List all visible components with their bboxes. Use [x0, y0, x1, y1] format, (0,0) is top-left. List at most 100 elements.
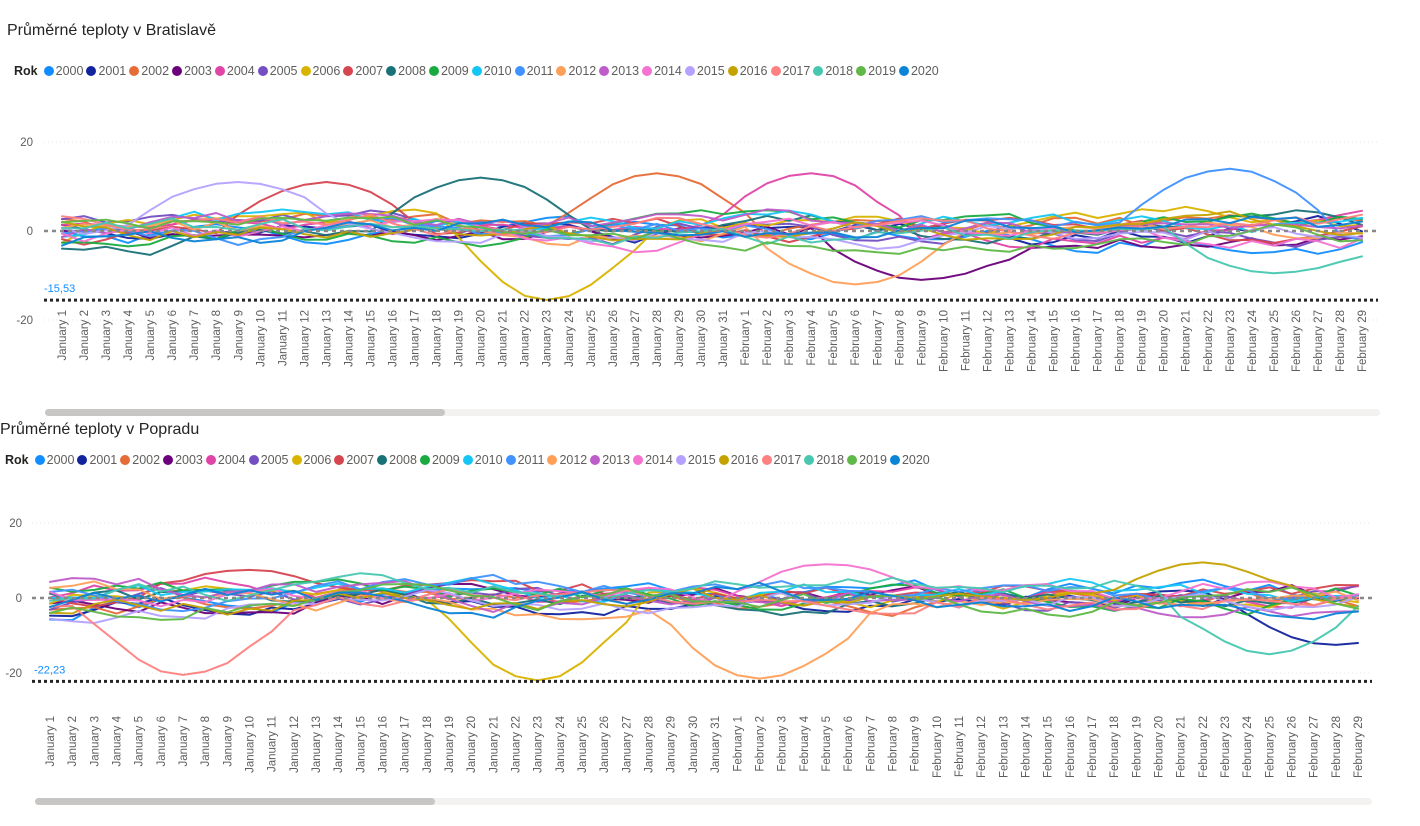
legend-swatch — [804, 455, 815, 465]
legend-item[interactable]: 2001 — [86, 64, 126, 78]
legend-label: 2019 — [859, 453, 887, 467]
legend-label: 2017 — [782, 64, 811, 78]
x-tick-label: January 15 — [355, 716, 367, 773]
legend-item[interactable]: 2020 — [889, 453, 930, 467]
legend-item[interactable]: 2002 — [120, 453, 160, 467]
series-line-2017 — [49, 587, 1359, 676]
y-tick-label: -20 — [5, 668, 22, 680]
legend-item[interactable]: 2020 — [898, 64, 939, 78]
legend-item[interactable]: 2014 — [633, 453, 673, 467]
legend-item[interactable]: 2009 — [419, 453, 460, 467]
x-tick-label: February 22 — [1203, 310, 1215, 372]
x-tick-label: February 17 — [1093, 310, 1105, 372]
legend-item[interactable]: 2007 — [334, 453, 374, 467]
legend-item[interactable]: 2006 — [300, 64, 340, 78]
legend-label: 2003 — [175, 453, 203, 467]
horizontal-scrollbar[interactable] — [45, 409, 1380, 416]
legend-item[interactable]: 2015 — [684, 64, 725, 78]
legend-item[interactable]: 2008 — [377, 453, 417, 467]
x-tick-label: January 24 — [555, 715, 567, 773]
legend-swatch — [43, 66, 54, 76]
legend-item[interactable]: 2007 — [343, 64, 383, 78]
legend-item[interactable]: 2017 — [761, 453, 801, 467]
x-tick-label: February 21 — [1181, 310, 1193, 372]
x-tick-label: January 2 — [67, 716, 79, 767]
legend-item[interactable]: 2016 — [727, 64, 768, 78]
legend-item[interactable]: 2012 — [556, 64, 596, 78]
legend-swatch — [386, 66, 397, 76]
legend-item[interactable]: 2013 — [599, 64, 639, 78]
x-tick-label: February 10 — [932, 716, 944, 778]
x-tick-label: January 23 — [533, 716, 545, 773]
x-tick-label: February 12 — [976, 716, 988, 778]
legend-item[interactable]: 2004 — [205, 453, 246, 467]
x-tick-label: January 10 — [245, 716, 257, 773]
x-tick-label: February 1 — [740, 310, 752, 366]
x-tick-label: January 10 — [255, 310, 267, 367]
legend-item[interactable]: 2003 — [163, 453, 203, 467]
x-tick-label: February 5 — [828, 310, 840, 366]
legend-item[interactable]: 2016 — [718, 453, 759, 467]
legend-item[interactable]: 2019 — [847, 453, 887, 467]
legend-item[interactable]: 2003 — [172, 64, 212, 78]
x-tick-label: February 20 — [1159, 310, 1171, 372]
y-tick-label: 0 — [16, 593, 22, 605]
legend-item[interactable]: 2001 — [77, 453, 117, 467]
legend-item[interactable]: 2012 — [547, 453, 587, 467]
x-tick-label: February 13 — [998, 716, 1010, 778]
legend-item[interactable]: 2015 — [675, 453, 716, 467]
legend-swatch — [291, 455, 302, 465]
line-plot: 20 0 -20 -15,53 January 1 January 2 January 3 J… — [16, 137, 1378, 372]
legend-item[interactable]: 2006 — [291, 453, 331, 467]
legend-label: 2010 — [474, 453, 503, 467]
legend-item[interactable]: 2002 — [129, 64, 169, 78]
x-tick-label: February 16 — [1065, 716, 1077, 778]
x-tick-label: January 4 — [123, 309, 135, 360]
legend-item[interactable]: 2019 — [856, 64, 896, 78]
legend-label: 2007 — [355, 64, 384, 78]
legend-item[interactable]: 2009 — [428, 64, 469, 78]
legend-item[interactable]: 2005 — [248, 453, 289, 467]
legend-label: 2014 — [654, 64, 682, 78]
legend-item[interactable]: 2011 — [505, 453, 544, 467]
legend-swatch — [300, 66, 311, 76]
x-tick-label: January 18 — [422, 716, 434, 773]
x-tick-label: February 15 — [1049, 310, 1061, 372]
legend: Rok 2000 2001 2002 2003 2004 2005 2006 2007 2008… — [14, 64, 942, 78]
x-tick-label: January 9 — [233, 310, 245, 361]
legend-item[interactable]: 2017 — [770, 64, 811, 78]
x-tick-label: January 4 — [112, 715, 124, 766]
x-tick-label: January 9 — [222, 716, 234, 767]
horizontal-scrollbar[interactable] — [35, 798, 1372, 805]
legend-item[interactable]: 2010 — [462, 453, 503, 467]
legend-swatch — [556, 66, 567, 76]
scrollbar-thumb[interactable] — [35, 798, 435, 805]
chart-title: Průměrné teploty v Bratislavě — [7, 22, 216, 39]
y-tick-label: -20 — [16, 315, 33, 327]
legend-swatch — [856, 66, 867, 76]
legend-swatch — [86, 66, 97, 76]
x-tick-label: January 16 — [388, 310, 400, 367]
legend-swatch — [471, 66, 482, 76]
x-tick-label: January 21 — [488, 716, 500, 773]
legend-item[interactable]: 2014 — [642, 64, 682, 78]
scrollbar-thumb[interactable] — [45, 409, 445, 416]
legend-item[interactable]: 2004 — [214, 64, 255, 78]
legend-swatch — [334, 455, 345, 465]
legend-item[interactable]: 2008 — [386, 64, 426, 78]
x-tick-label: January 5 — [145, 310, 157, 361]
legend-swatch — [214, 66, 225, 76]
legend-item[interactable]: 2011 — [514, 64, 553, 78]
series-line-2019 — [49, 583, 1359, 621]
legend-item[interactable]: 2013 — [590, 453, 630, 467]
legend-item[interactable]: 2005 — [257, 64, 298, 78]
legend-item[interactable]: 2018 — [813, 64, 853, 78]
legend-item[interactable]: 2010 — [471, 64, 512, 78]
legend-item[interactable]: 2018 — [804, 453, 844, 467]
x-tick-label: February 23 — [1225, 310, 1237, 372]
x-tick-label: February 28 — [1335, 310, 1347, 372]
legend: Rok 2000 2001 2002 2003 2004 2005 2006 2007 2008… — [5, 453, 933, 467]
x-tick-label: February 7 — [872, 310, 884, 366]
legend-item[interactable]: 2000 — [34, 453, 74, 467]
legend-item[interactable]: 2000 — [43, 64, 83, 78]
